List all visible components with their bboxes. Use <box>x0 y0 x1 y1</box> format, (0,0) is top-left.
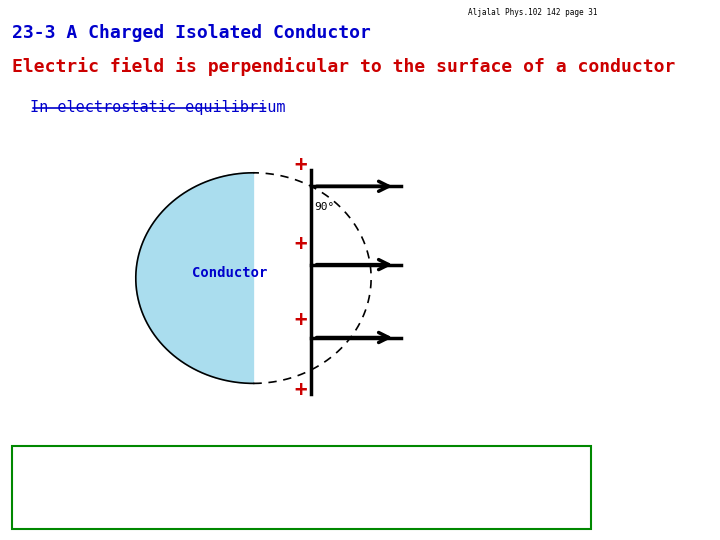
Text: +: + <box>294 234 307 254</box>
Text: In electrostatic equilibrium: In electrostatic equilibrium <box>30 100 286 115</box>
FancyBboxPatch shape <box>12 446 591 529</box>
Text: 90°: 90° <box>314 202 334 212</box>
Text: +: + <box>294 309 307 330</box>
Text: surface of conductors.: surface of conductors. <box>24 492 225 508</box>
Text: In electrostatic equilibrium,: In electrostatic equilibrium, <box>24 460 289 475</box>
Text: Electric field is perpendicular to the surface of a conductor: Electric field is perpendicular to the s… <box>12 57 675 76</box>
Text: 23-3 A Charged Isolated Conductor: 23-3 A Charged Isolated Conductor <box>12 24 371 42</box>
Text: +: + <box>294 154 307 175</box>
Text: +: + <box>294 380 307 400</box>
Polygon shape <box>136 173 253 383</box>
Text: Conductor: Conductor <box>192 266 267 280</box>
Text: electric field is perpendicular to the: electric field is perpendicular to the <box>180 460 536 475</box>
Text: Aljalal Phys.102 142 page 31: Aljalal Phys.102 142 page 31 <box>468 8 598 17</box>
